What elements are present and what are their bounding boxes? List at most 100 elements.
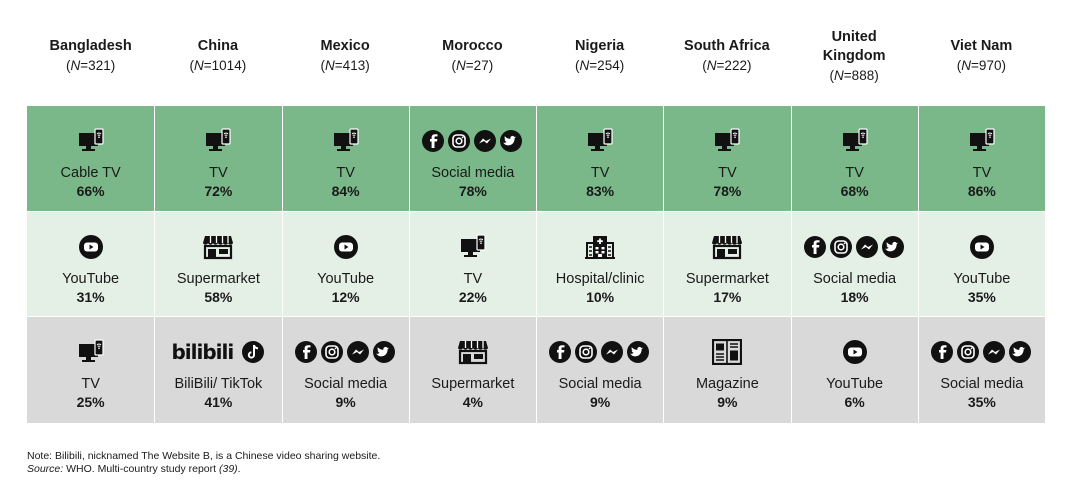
- table-cell: TV 68%: [790, 106, 918, 211]
- social-media-icons: [549, 341, 650, 363]
- source-label: TV: [336, 165, 355, 181]
- instagram-icon: [829, 235, 852, 258]
- table-cell: Cable TV 66%: [27, 106, 154, 211]
- source-end: .: [237, 463, 241, 475]
- cell-icon-area: [930, 335, 1034, 369]
- table-cell: Supermarket 17%: [663, 211, 790, 316]
- country-name: South Africa: [684, 38, 770, 54]
- percentage-value: 58%: [204, 288, 233, 305]
- sample-size-value: =321): [80, 58, 116, 73]
- column-header: China (N=1014): [154, 28, 281, 106]
- social-media-icons: [421, 130, 522, 152]
- cell-icon-area: [968, 124, 996, 158]
- facebook-icon: [549, 341, 572, 363]
- cell-icon-area: [333, 230, 359, 264]
- percentage-value: 68%: [840, 183, 869, 199]
- cell-icon-area: [711, 230, 743, 264]
- table-cell: Hospital/clinic 10%: [536, 211, 663, 316]
- table-cell: Magazine 9%: [663, 317, 790, 423]
- twitter-icon: [499, 130, 522, 152]
- cell-icon-area: [202, 230, 234, 264]
- percentage-value: 9%: [717, 394, 738, 410]
- percentage-value: 41%: [204, 394, 233, 410]
- sample-size: (N=254): [575, 56, 624, 75]
- column-header: Viet Nam (N=970): [918, 28, 1045, 106]
- country-name: Morocco: [442, 38, 503, 54]
- sample-size-symbol: N: [325, 58, 335, 73]
- table-cell: Social media 78%: [408, 106, 536, 211]
- cell-icon-area: [457, 335, 489, 369]
- cell-icon-area: [586, 124, 614, 158]
- tiktok-icon: [242, 341, 265, 363]
- percentage-value: 35%: [967, 288, 996, 305]
- source-ref: (39): [218, 463, 238, 475]
- instagram-icon: [575, 341, 598, 363]
- percentage-value: 18%: [840, 288, 869, 305]
- sample-size-value: =970): [971, 58, 1006, 73]
- cell-icon-area: [841, 124, 869, 158]
- cell-icon-area: [421, 124, 525, 158]
- social-media-icons: [930, 341, 1031, 363]
- sample-size-value: =222): [716, 58, 752, 73]
- table-cell: Supermarket 58%: [154, 211, 281, 316]
- percentage-value: 84%: [331, 183, 360, 199]
- sample-size-value: =1014): [203, 58, 247, 73]
- source-label: YouTube: [62, 270, 120, 287]
- tv-icon: [460, 233, 486, 257]
- table-cell: bilibili BiliBili/ TikTok 41%: [154, 317, 281, 423]
- percentage-value: 9%: [590, 394, 611, 410]
- sample-size: (N=27): [452, 56, 494, 75]
- source-label: TV: [718, 165, 737, 181]
- cell-icon-area: [77, 124, 105, 158]
- messenger-icon: [473, 130, 496, 152]
- messenger-icon: [601, 341, 624, 363]
- column-header: Nigeria (N=254): [536, 28, 663, 106]
- sample-size: (N=321): [66, 56, 115, 75]
- sample-size-open: (: [320, 58, 326, 73]
- instagram-icon: [956, 341, 979, 363]
- bilibili-logo-icon: bilibili: [171, 340, 234, 364]
- tv-icon: [715, 128, 740, 151]
- column-header: South Africa (N=222): [663, 28, 790, 106]
- cell-icon-area: [77, 335, 105, 369]
- source-label: Social media: [558, 376, 642, 392]
- twitter-icon: [372, 341, 395, 363]
- percentage-value: 31%: [76, 288, 105, 305]
- supermarket-icon: [712, 235, 743, 259]
- tv-icon: [78, 128, 104, 151]
- bilibili-tiktok-icons: bilibili: [171, 340, 265, 364]
- sample-size: (N=413): [321, 56, 370, 75]
- table-cell: Supermarket 4%: [408, 317, 536, 423]
- instagram-icon: [447, 130, 470, 152]
- sample-size-symbol: N: [961, 58, 972, 73]
- percentage-value: 78%: [713, 183, 742, 199]
- cell-icon-area: [803, 230, 907, 264]
- sample-size: (N=222): [702, 56, 751, 75]
- table-cell: TV 86%: [917, 106, 1045, 211]
- table-cell: Social media 18%: [790, 211, 918, 316]
- instagram-icon: [320, 341, 343, 363]
- table-cell: YouTube 12%: [281, 211, 409, 316]
- source-label: Hospital/clinic: [555, 270, 645, 287]
- sample-size-open: (: [189, 58, 195, 73]
- sample-size-open: (: [451, 58, 457, 73]
- table-cell: YouTube 31%: [27, 212, 154, 317]
- column-header: Mexico (N=413): [282, 28, 409, 106]
- youtube-icon: [969, 234, 994, 259]
- facebook-icon: [294, 341, 317, 363]
- country-name: United Kingdom: [822, 29, 886, 64]
- source-label: TV: [463, 270, 483, 287]
- table-row: Cable TV 66% TV 72% TV 84% Social media 78% TV 83…: [27, 106, 1045, 212]
- cell-icon-area: [78, 230, 104, 264]
- percentage-value: 78%: [458, 183, 487, 199]
- sample-size-symbol: N: [706, 58, 717, 73]
- source-label: BiliBili/ TikTok: [174, 376, 263, 392]
- source-label: YouTube: [317, 270, 375, 287]
- twitter-icon: [881, 235, 904, 258]
- hospital-icon: [585, 235, 616, 259]
- source-label: Cable TV: [60, 165, 121, 181]
- sample-size-symbol: N: [456, 58, 466, 73]
- column-header: United Kingdom (N=888): [791, 28, 918, 106]
- table-cell: YouTube 35%: [917, 211, 1045, 316]
- source-label: TV: [209, 165, 228, 181]
